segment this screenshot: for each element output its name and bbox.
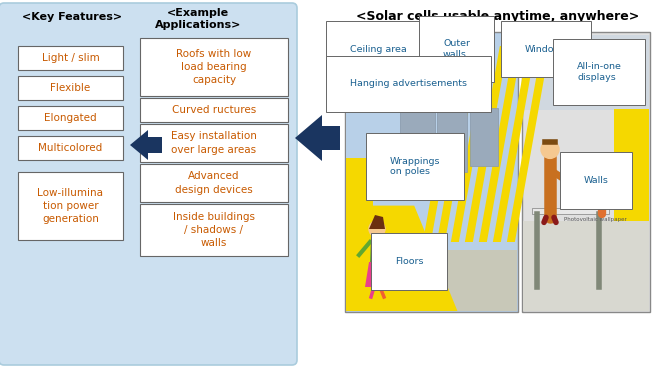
Polygon shape bbox=[346, 206, 457, 311]
FancyBboxPatch shape bbox=[346, 38, 517, 172]
FancyBboxPatch shape bbox=[140, 164, 288, 202]
Polygon shape bbox=[369, 215, 385, 229]
Text: Inside buildings
/ shadows /
walls: Inside buildings / shadows / walls bbox=[173, 212, 255, 248]
Polygon shape bbox=[507, 46, 550, 242]
Text: Flexible: Flexible bbox=[50, 83, 90, 93]
Text: All-in-one
displays: All-in-one displays bbox=[577, 62, 622, 82]
Text: <Key Features>: <Key Features> bbox=[22, 12, 122, 22]
Text: Easy installation
over large areas: Easy installation over large areas bbox=[171, 131, 257, 155]
Text: Walls: Walls bbox=[584, 176, 609, 185]
Text: <Example: <Example bbox=[167, 8, 229, 18]
Polygon shape bbox=[493, 46, 536, 242]
Text: Photovoltaic wallpaper: Photovoltaic wallpaper bbox=[564, 217, 627, 222]
Text: Floors: Floors bbox=[395, 257, 424, 266]
FancyBboxPatch shape bbox=[18, 46, 123, 70]
FancyBboxPatch shape bbox=[523, 221, 649, 311]
Polygon shape bbox=[451, 46, 494, 242]
Polygon shape bbox=[365, 262, 389, 287]
Text: Outer
walls: Outer walls bbox=[443, 39, 470, 59]
Text: Hanging advertisements: Hanging advertisements bbox=[350, 80, 467, 88]
Polygon shape bbox=[346, 158, 373, 311]
Text: <Solar cells usable anytime, anywhere>: <Solar cells usable anytime, anywhere> bbox=[356, 10, 640, 23]
FancyBboxPatch shape bbox=[140, 124, 288, 162]
Text: Roofs with low
load bearing
capacity: Roofs with low load bearing capacity bbox=[176, 49, 252, 85]
Circle shape bbox=[595, 170, 609, 184]
Polygon shape bbox=[295, 115, 340, 161]
Text: Elongated: Elongated bbox=[44, 113, 97, 123]
Text: Curved ructures: Curved ructures bbox=[172, 105, 256, 115]
FancyBboxPatch shape bbox=[437, 112, 467, 172]
FancyBboxPatch shape bbox=[523, 35, 649, 110]
FancyBboxPatch shape bbox=[400, 103, 435, 158]
FancyBboxPatch shape bbox=[140, 38, 288, 96]
Text: Light / slim: Light / slim bbox=[42, 53, 100, 63]
Polygon shape bbox=[130, 130, 162, 160]
Circle shape bbox=[541, 140, 559, 158]
Polygon shape bbox=[437, 46, 480, 242]
FancyBboxPatch shape bbox=[532, 208, 608, 214]
Text: Applications>: Applications> bbox=[155, 20, 241, 30]
FancyBboxPatch shape bbox=[18, 172, 123, 240]
Polygon shape bbox=[465, 46, 508, 242]
Text: Ceiling area: Ceiling area bbox=[350, 44, 407, 54]
FancyBboxPatch shape bbox=[140, 204, 288, 256]
Text: Advanced
design devices: Advanced design devices bbox=[175, 171, 253, 195]
Circle shape bbox=[369, 221, 385, 237]
FancyBboxPatch shape bbox=[0, 3, 297, 365]
FancyBboxPatch shape bbox=[18, 76, 123, 100]
FancyBboxPatch shape bbox=[18, 106, 123, 130]
Polygon shape bbox=[346, 250, 517, 311]
FancyBboxPatch shape bbox=[614, 110, 648, 311]
Text: Low-illumina
tion power
generation: Low-illumina tion power generation bbox=[37, 188, 103, 224]
Text: Windows: Windows bbox=[525, 44, 567, 54]
FancyBboxPatch shape bbox=[522, 32, 650, 312]
Polygon shape bbox=[423, 46, 466, 242]
Polygon shape bbox=[370, 237, 384, 262]
FancyBboxPatch shape bbox=[470, 108, 498, 166]
Text: Wrappings
on poles: Wrappings on poles bbox=[390, 157, 441, 176]
FancyBboxPatch shape bbox=[345, 32, 518, 312]
FancyBboxPatch shape bbox=[140, 98, 288, 122]
FancyBboxPatch shape bbox=[18, 136, 123, 160]
Polygon shape bbox=[479, 46, 522, 242]
Text: Multicolored: Multicolored bbox=[39, 143, 103, 153]
